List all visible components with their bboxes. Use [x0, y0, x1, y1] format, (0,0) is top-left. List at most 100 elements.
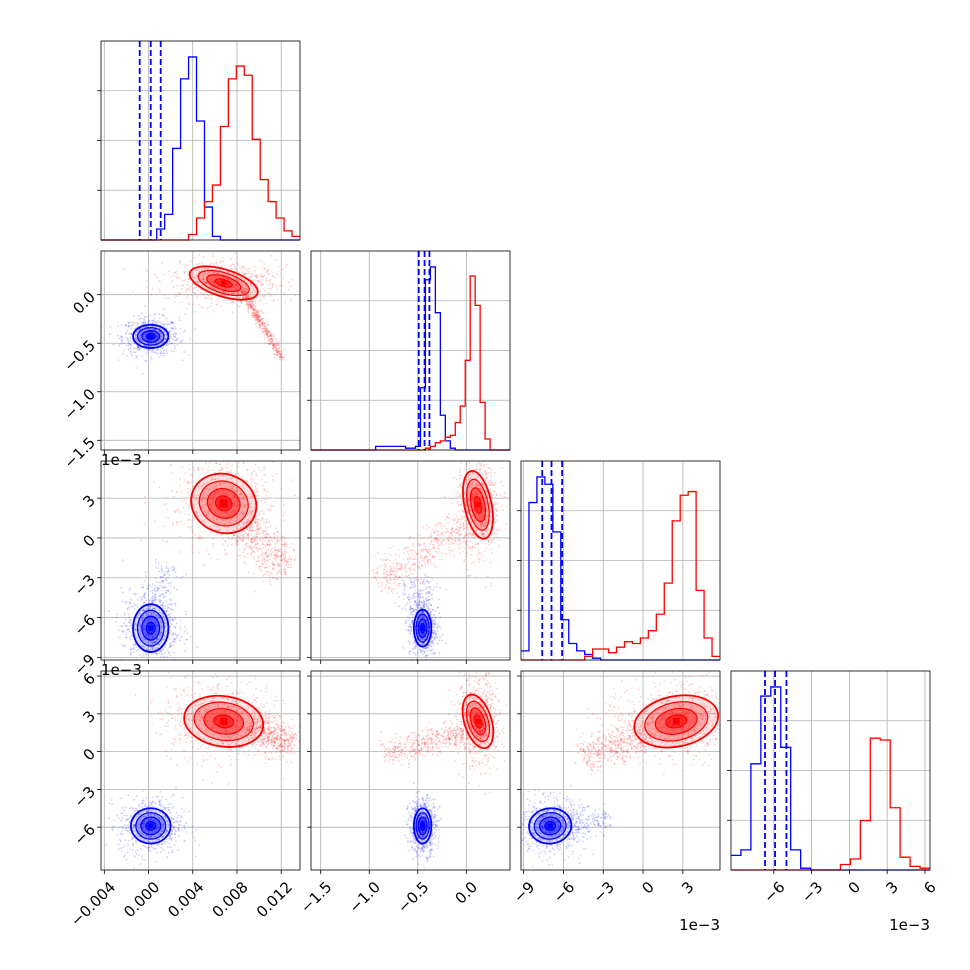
red-sample-point — [210, 262, 213, 265]
blue-sample-point — [133, 607, 136, 610]
blue-sample-point — [183, 329, 186, 332]
red-sample-point — [231, 543, 233, 546]
red-sample-point — [216, 558, 219, 561]
blue-sample-point — [174, 603, 177, 606]
blue-sample-point — [137, 346, 140, 348]
red-sample-point — [224, 466, 227, 469]
red-sample-point — [486, 475, 489, 478]
red-sample-point — [242, 273, 245, 276]
red-sample-point — [187, 487, 189, 490]
red-sample-point — [450, 549, 453, 552]
red-sample-point — [259, 523, 262, 526]
red-sample-point — [283, 355, 286, 358]
blue-sample-point — [168, 330, 171, 333]
red-sample-point — [169, 276, 172, 279]
red-sample-point — [489, 471, 492, 474]
red-sample-point — [385, 576, 388, 579]
blue-sample-point — [162, 655, 165, 658]
red-sample-point — [240, 532, 243, 535]
red-sample-point — [163, 273, 166, 276]
blue-sample-point — [149, 349, 152, 352]
blue-sample-point — [128, 342, 131, 345]
red-sample-point — [252, 572, 255, 575]
blue-sample-point — [155, 593, 157, 596]
blue-sample-point — [125, 344, 128, 347]
blue-sample-point — [135, 357, 138, 359]
blue-sample-point — [433, 625, 436, 628]
red-sample-point — [269, 287, 272, 290]
blue-sample-point — [163, 325, 165, 328]
red-sample-point — [239, 537, 242, 540]
red-sample-point — [202, 256, 205, 258]
red-sample-point — [196, 295, 199, 298]
red-sample-point — [256, 550, 259, 552]
red-sample-point — [463, 517, 466, 519]
red-sample-point — [443, 495, 446, 498]
blue-sample-point — [165, 344, 168, 347]
blue-sample-point — [412, 647, 414, 650]
red-sample-point — [246, 294, 249, 297]
blue-sample-point — [151, 595, 154, 597]
blue-sample-point — [128, 589, 131, 592]
blue-sample-point — [164, 656, 167, 659]
blue-sample-point — [136, 346, 139, 349]
blue-sample-point — [161, 352, 164, 355]
red-sample-point — [186, 296, 189, 299]
blue-sample-point — [168, 331, 170, 333]
blue-sample-point — [161, 569, 164, 572]
blue-sample-point — [144, 316, 147, 319]
blue-sample-point — [183, 625, 186, 628]
red-sample-point — [253, 279, 255, 282]
blue-sample-point — [162, 606, 164, 609]
red-sample-point — [200, 292, 203, 295]
blue-sample-point — [181, 359, 184, 362]
red-sample-point — [224, 540, 227, 543]
blue-sample-point — [439, 636, 441, 639]
red-sample-point — [290, 479, 293, 482]
red-sample-point — [505, 505, 508, 508]
red-sample-point — [173, 495, 176, 498]
blue-sample-point — [415, 609, 417, 612]
red-sample-point — [490, 475, 493, 478]
red-sample-point — [260, 275, 262, 278]
blue-sample-point — [169, 644, 172, 647]
red-sample-point — [487, 543, 490, 546]
blue-sample-point — [163, 352, 166, 355]
blue-sample-point — [437, 624, 440, 627]
red-sample-point — [256, 296, 259, 299]
red-sample-point — [396, 570, 399, 573]
red-sample-point — [244, 532, 247, 535]
red-sample-point — [256, 321, 259, 324]
blue-sample-point — [164, 605, 167, 607]
blue-sample-point — [161, 341, 164, 344]
blue-sample-point — [179, 327, 182, 330]
red-sample-point — [445, 542, 448, 545]
red-sample-point — [191, 528, 194, 531]
red-sample-point — [198, 262, 201, 265]
red-sample-point — [480, 462, 483, 465]
blue-sample-point — [183, 642, 186, 645]
blue-sample-point — [185, 613, 188, 616]
red-sample-point — [174, 292, 176, 295]
blue-sample-point — [405, 628, 408, 631]
red-sample-point — [274, 543, 277, 546]
red-sample-point — [189, 489, 192, 492]
red-sample-point — [465, 553, 468, 556]
red-sample-point — [165, 502, 168, 505]
blue-sample-point — [432, 651, 435, 654]
red-sample-point — [493, 532, 496, 534]
blue-sample-point — [170, 326, 173, 329]
red-sample-point — [283, 543, 286, 546]
red-sample-point — [396, 583, 398, 586]
blue-sample-point — [150, 339, 153, 342]
red-sample-point — [238, 271, 241, 274]
red-sample-point — [467, 546, 470, 549]
blue-sample-point — [164, 570, 167, 573]
blue-sample-point — [134, 593, 137, 596]
red-sample-point — [189, 285, 192, 288]
blue-sample-point — [155, 566, 158, 568]
red-sample-point — [490, 468, 493, 471]
blue-sample-point — [127, 321, 130, 324]
blue-sample-point — [162, 341, 164, 344]
red-sample-point — [265, 563, 268, 566]
